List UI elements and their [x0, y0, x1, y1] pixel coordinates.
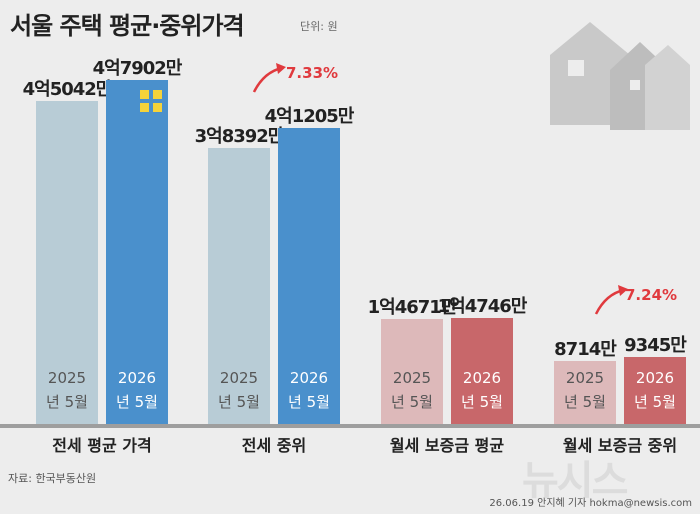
value-label: 1억4746만 — [437, 296, 528, 318]
unit-note: 단위: 원 — [300, 20, 338, 33]
bar — [554, 361, 616, 424]
annotation: 7.24% — [625, 286, 678, 304]
value-label: 1억4671만 — [367, 296, 458, 318]
series-label: 2025년 5월 — [564, 369, 606, 411]
value-label: 9345만 — [624, 334, 687, 356]
category-label: 전세 평균 가격 — [52, 436, 152, 455]
bar — [278, 128, 340, 424]
watermark: 뉴시스 — [522, 458, 628, 504]
window-icon — [153, 90, 162, 99]
arrow — [594, 285, 628, 315]
house-icon — [550, 22, 690, 130]
series-label: 2025년 5월 — [218, 369, 260, 411]
window-icon — [140, 103, 149, 112]
value-label: 8714만 — [554, 339, 617, 361]
bar — [624, 356, 686, 424]
value-label: 4억5042만 — [22, 78, 113, 100]
series-label: 2025년 5월 — [391, 369, 433, 411]
category-label: 전세 중위 — [241, 436, 307, 455]
source: 자료: 한국부동산원 — [8, 472, 97, 485]
bar — [451, 318, 513, 424]
value-label: 4억7902만 — [92, 58, 183, 79]
series-label: 2026년 5월 — [116, 369, 158, 411]
value-label: 3억8392만 — [194, 126, 285, 148]
window-icon — [140, 90, 149, 99]
baseline — [0, 424, 700, 428]
annotation: 7.33% — [286, 64, 339, 82]
chart-title: 서울 주택 평균·중위가격 — [10, 12, 245, 40]
series-label: 2026년 5월 — [461, 369, 503, 411]
arrow — [252, 63, 286, 93]
series-label: 2026년 5월 — [634, 369, 676, 411]
category-label: 월세 보증금 중위 — [562, 436, 678, 455]
bar — [36, 100, 98, 424]
series-label: 2026년 5월 — [288, 369, 330, 411]
window-icon — [153, 103, 162, 112]
category-label: 월세 보증금 평균 — [389, 436, 505, 455]
bar — [381, 318, 443, 424]
bar — [208, 148, 270, 424]
credit: 26.06.19 안지혜 기자 hokma@newsis.com — [489, 498, 692, 509]
bar — [106, 80, 168, 424]
series-label: 2025년 5월 — [46, 369, 88, 411]
value-label: 4억1205만 — [264, 106, 355, 128]
